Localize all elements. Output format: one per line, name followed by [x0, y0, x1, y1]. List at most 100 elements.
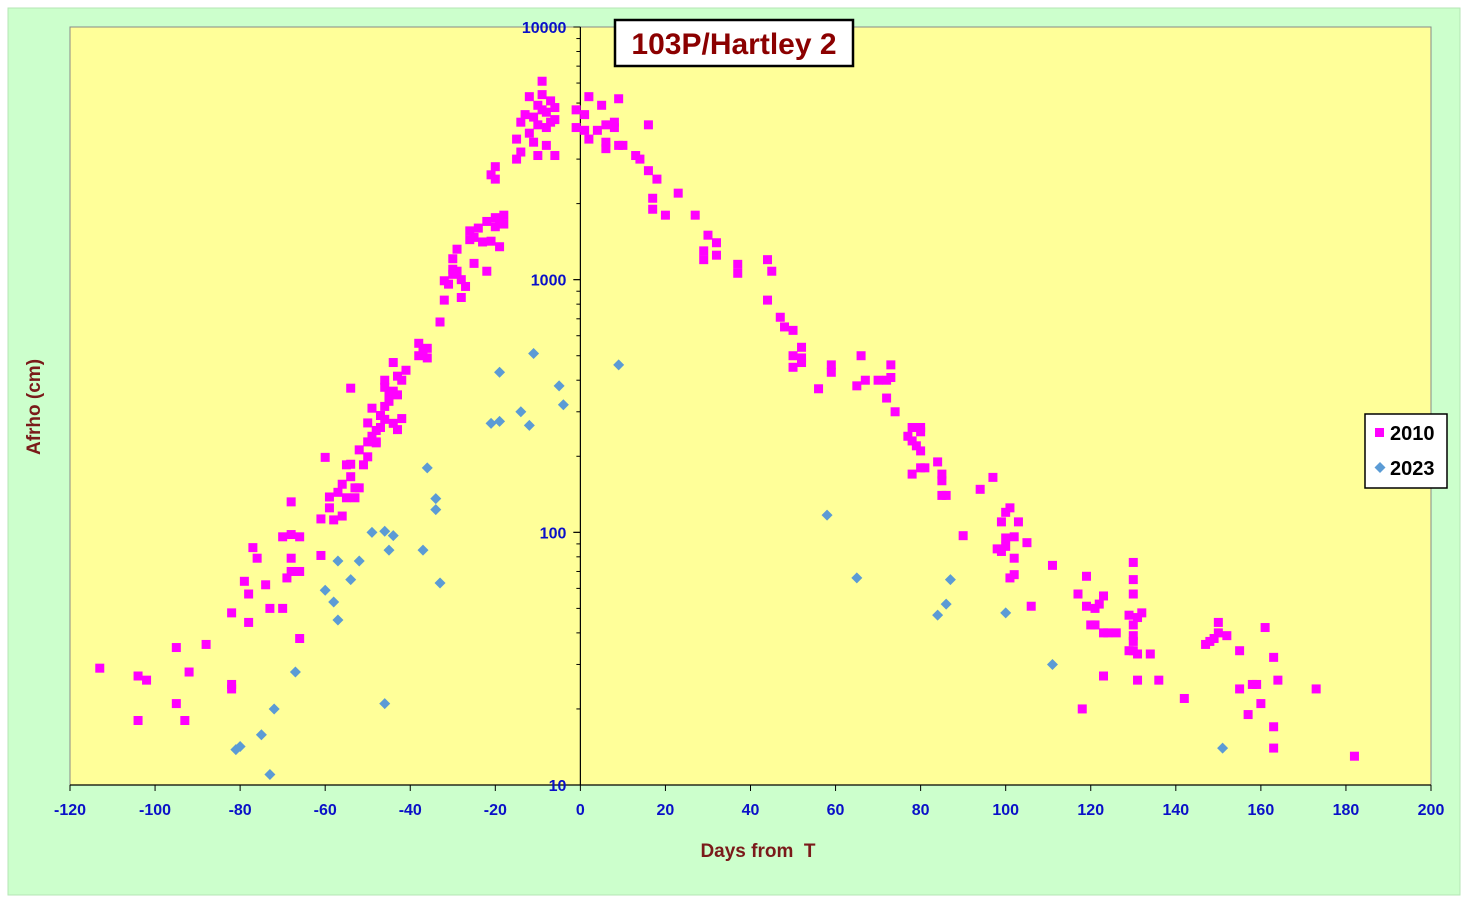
x-tick-label: -60: [314, 802, 337, 819]
data-point-2010: [1128, 575, 1138, 585]
data-point-2010: [392, 425, 402, 435]
data-point-2010: [473, 223, 483, 233]
chart-title-box: 103P/Hartley 2: [613, 18, 855, 68]
data-point-2010: [524, 92, 534, 102]
data-point-2010: [286, 497, 296, 507]
data-point-2010: [1099, 591, 1109, 601]
data-point-2010: [609, 123, 619, 133]
data-point-2010: [414, 338, 424, 348]
data-point-2010: [988, 472, 998, 482]
data-point-2023: [821, 509, 833, 521]
data-point-2023: [932, 609, 944, 621]
data-point-2010: [873, 375, 883, 385]
data-point-2010: [550, 103, 560, 113]
data-point-2010: [886, 360, 896, 370]
data-point-2010: [1235, 646, 1245, 656]
data-point-2010: [239, 576, 249, 586]
data-point-2010: [1260, 623, 1270, 633]
data-point-2010: [775, 312, 785, 322]
data-point-2023: [417, 544, 429, 556]
data-point-2010: [286, 530, 296, 540]
data-point-2010: [516, 117, 526, 127]
data-point-2010: [635, 154, 645, 164]
series-2010: [95, 76, 1359, 761]
data-point-2010: [958, 531, 968, 541]
data-point-2010: [367, 403, 377, 413]
data-point-2010: [1133, 675, 1143, 685]
data-point-2010: [763, 255, 773, 265]
x-tick-label: 120: [1077, 802, 1104, 819]
data-point-2010: [618, 140, 628, 150]
plot-area: [69, 26, 1432, 786]
data-point-2010: [690, 210, 700, 220]
data-point-2010: [1022, 538, 1032, 548]
data-point-2010: [439, 295, 449, 305]
data-point-2010: [580, 125, 590, 135]
data-point-2010: [142, 675, 152, 685]
data-point-2010: [524, 128, 534, 138]
y-tick-label: 10: [549, 778, 567, 795]
data-point-2010: [1124, 610, 1134, 620]
data-point-2010: [465, 226, 475, 236]
data-point-2010: [380, 414, 390, 424]
data-point-2010: [541, 123, 551, 133]
data-point-2010: [1269, 722, 1279, 732]
data-point-2010: [907, 436, 917, 446]
data-point-2023: [332, 614, 344, 626]
data-point-2023: [387, 530, 399, 542]
x-tick-label: -40: [399, 802, 422, 819]
y-tick-label: 1000: [531, 273, 567, 290]
data-point-2010: [597, 100, 607, 110]
data-point-2010: [478, 237, 488, 247]
data-point-2010: [171, 699, 181, 709]
data-point-2010: [550, 115, 560, 125]
legend-marker-2010: [1375, 428, 1384, 437]
data-point-2023: [528, 348, 540, 360]
data-point-2010: [652, 174, 662, 184]
y-axis: [573, 26, 581, 786]
data-point-2010: [1081, 601, 1091, 611]
data-point-2010: [1013, 517, 1023, 527]
data-point-2010: [916, 427, 926, 437]
data-point-2010: [788, 325, 798, 335]
series-2023: [230, 348, 1229, 781]
data-point-2010: [703, 230, 713, 240]
data-point-2023: [379, 525, 391, 537]
data-point-2010: [699, 246, 709, 256]
data-point-2010: [643, 120, 653, 130]
data-point-2010: [1009, 553, 1019, 563]
data-point-2023: [353, 555, 365, 567]
data-point-2010: [1128, 631, 1138, 641]
data-point-2010: [244, 589, 254, 599]
legend-label-2010: 2010: [1390, 423, 1435, 445]
chart-title: 103P/Hartley 2: [631, 28, 836, 61]
data-point-2010: [797, 342, 807, 352]
data-point-2023: [366, 526, 378, 538]
data-point-2010: [392, 390, 402, 400]
data-point-2010: [435, 317, 445, 327]
data-point-2010: [316, 550, 326, 560]
data-point-2010: [1269, 743, 1279, 753]
data-point-2010: [486, 170, 496, 180]
data-point-2010: [1252, 679, 1262, 689]
data-point-2010: [358, 460, 368, 470]
data-points: [95, 76, 1359, 781]
data-point-2010: [456, 293, 466, 303]
data-point-2023: [940, 598, 952, 610]
data-point-2010: [422, 343, 432, 353]
data-point-2010: [252, 553, 262, 563]
data-point-2010: [937, 469, 947, 479]
data-point-2010: [350, 493, 360, 503]
legend-label-2023: 2023: [1390, 458, 1435, 480]
data-point-2010: [512, 154, 522, 164]
x-tick-label: -20: [484, 802, 507, 819]
data-point-2010: [1133, 649, 1143, 659]
data-point-2010: [295, 634, 305, 644]
data-point-2010: [1009, 570, 1019, 580]
y-tick-label: 10000: [522, 20, 567, 37]
data-point-2010: [354, 445, 364, 455]
data-point-2010: [1090, 620, 1100, 630]
data-point-2010: [324, 503, 334, 513]
data-point-2010: [452, 266, 462, 276]
data-point-2010: [422, 353, 432, 363]
